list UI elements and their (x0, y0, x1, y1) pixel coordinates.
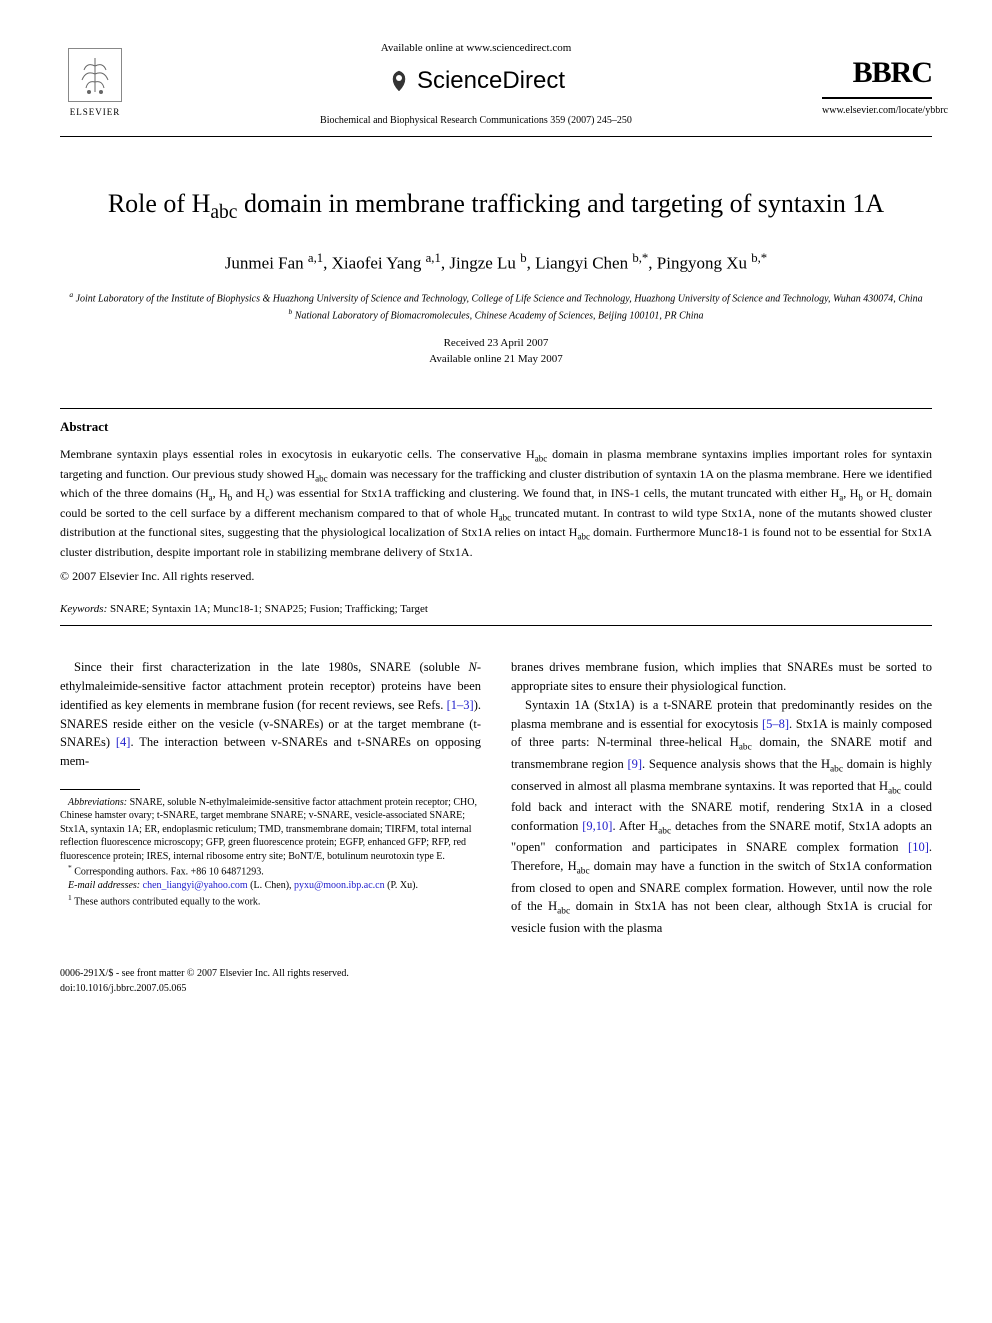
keywords-label: Keywords: (60, 603, 107, 615)
affiliation-b: National Laboratory of Biomacromolecules… (295, 310, 704, 321)
abstract-bottom-divider (60, 625, 932, 626)
footnote-equal: 1 These authors contributed equally to t… (60, 893, 481, 909)
header-divider (60, 136, 932, 137)
sciencedirect-icon (387, 69, 411, 93)
elsevier-logo: ELSEVIER (60, 44, 130, 124)
footnote-separator (60, 789, 140, 790)
bbrc-logo-block: BBRC www.elsevier.com/locate/ybbrc (822, 50, 932, 118)
body-right-p2: Syntaxin 1A (Stx1A) is a t-SNARE protein… (511, 696, 932, 938)
abstract-body: Membrane syntaxin plays essential roles … (60, 446, 932, 561)
email2-name: (P. Xu). (387, 880, 418, 891)
page-footer: 0006-291X/$ - see front matter © 2007 El… (60, 966, 932, 996)
affiliation-a: Joint Laboratory of the Institute of Bio… (76, 294, 923, 305)
footer-doi: doi:10.1016/j.bbrc.2007.05.065 (60, 981, 932, 996)
journal-url: www.elsevier.com/locate/ybbrc (822, 103, 932, 118)
received-date: Received 23 April 2007 (444, 337, 549, 349)
footnote-emails: E-mail addresses: chen_liangyi@yahoo.com… (60, 879, 481, 893)
footnote-corresponding: * Corresponding authors. Fax. +86 10 648… (60, 863, 481, 879)
available-online-text: Available online at www.sciencedirect.co… (130, 40, 822, 57)
affiliations: a Joint Laboratory of the Institute of B… (60, 290, 932, 323)
sciencedirect-logo: ScienceDirect (130, 63, 822, 99)
left-column: Since their first characterization in th… (60, 658, 481, 937)
publication-dates: Received 23 April 2007 Available online … (60, 335, 932, 368)
email-link-2[interactable]: pyxu@moon.ibp.ac.cn (294, 880, 385, 891)
available-date: Available online 21 May 2007 (429, 353, 563, 365)
right-column: branes drives membrane fusion, which imp… (511, 658, 932, 937)
title-subscript: abc (210, 202, 237, 223)
bbrc-text: BBRC (822, 50, 932, 95)
page-header: ELSEVIER Available online at www.science… (60, 40, 932, 128)
article-title: Role of Habc domain in membrane traffick… (60, 187, 932, 226)
abstract-heading: Abstract (60, 417, 932, 437)
body-two-column: Since their first characterization in th… (60, 658, 932, 937)
body-right-p1: branes drives membrane fusion, which imp… (511, 658, 932, 696)
elsevier-tree-icon (68, 48, 122, 102)
email1-name: (L. Chen), (250, 880, 291, 891)
authors-list: Junmei Fan a,1, Xiaofei Yang a,1, Jingze… (60, 249, 932, 276)
journal-citation: Biochemical and Biophysical Research Com… (130, 113, 822, 128)
email-link-1[interactable]: chen_liangyi@yahoo.com (143, 880, 248, 891)
title-part2: domain in membrane trafficking and targe… (237, 189, 884, 218)
abstract-copyright: © 2007 Elsevier Inc. All rights reserved… (60, 567, 932, 585)
elsevier-label: ELSEVIER (70, 106, 121, 120)
footnote-abbreviations: Abbreviations: SNARE, soluble N-ethylmal… (60, 796, 481, 864)
email-label: E-mail addresses: (68, 880, 140, 891)
footer-copyright: 0006-291X/$ - see front matter © 2007 El… (60, 966, 932, 981)
keywords-list: SNARE; Syntaxin 1A; Munc18-1; SNAP25; Fu… (110, 603, 428, 615)
title-part1: Role of H (108, 189, 211, 218)
center-header: Available online at www.sciencedirect.co… (130, 40, 822, 128)
keywords-line: Keywords: SNARE; Syntaxin 1A; Munc18-1; … (60, 601, 932, 618)
abbr-label: Abbreviations: (68, 797, 127, 808)
sciencedirect-text: ScienceDirect (417, 63, 565, 99)
body-left-p1: Since their first characterization in th… (60, 658, 481, 771)
corresponding-text: Corresponding authors. Fax. +86 10 64871… (74, 867, 264, 878)
abstract-top-divider (60, 408, 932, 409)
equal-contrib-text: These authors contributed equally to the… (74, 896, 260, 907)
